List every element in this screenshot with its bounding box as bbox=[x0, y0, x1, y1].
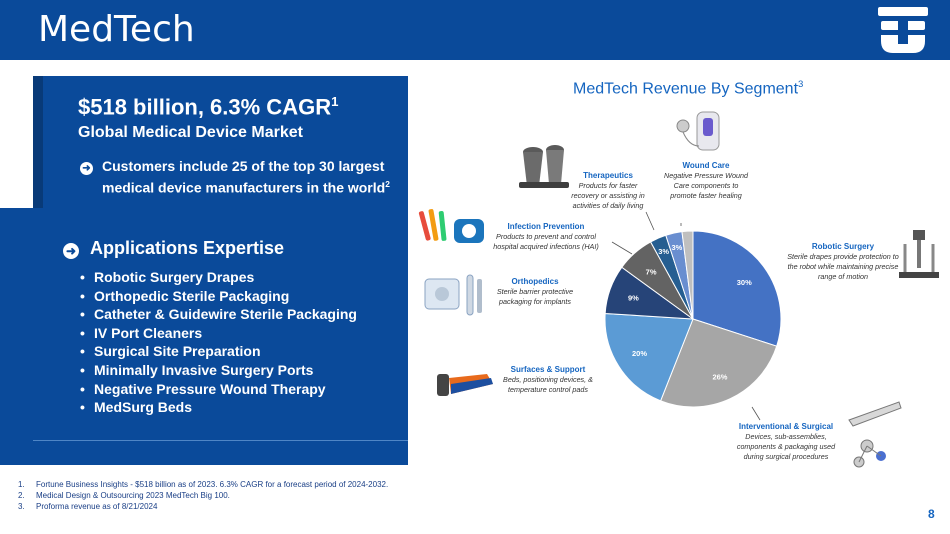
surgical-robot-image bbox=[899, 230, 939, 278]
pie-slice-interventional-surgical bbox=[659, 318, 778, 408]
page-number: 8 bbox=[928, 507, 935, 521]
list-item: • Orthopedic Sterile Packaging bbox=[80, 287, 290, 304]
pie-slice-label: 3% bbox=[658, 247, 669, 256]
callout-title: Interventional & Surgical bbox=[738, 422, 834, 431]
callout-interventional-surgical: Interventional & Surgical Devices, sub-a… bbox=[726, 421, 846, 462]
revenue-pie-chart: 30% 26% 20% 9% 7% 3%3% 2% bbox=[604, 226, 782, 408]
callout-surfaces-support: Surfaces & Support Beds, positioning dev… bbox=[494, 364, 602, 395]
pie-slice-robotic-surgery bbox=[692, 230, 782, 347]
callout-title: Therapeutics bbox=[583, 171, 633, 180]
callout-therapeutics: Therapeutics Products for faster recover… bbox=[570, 170, 646, 211]
list-item: • Robotic Surgery Drapes bbox=[80, 269, 255, 285]
infection-prevention-image bbox=[418, 209, 484, 243]
pie-slice-label: 3% bbox=[671, 243, 682, 252]
footnote: 3. Proforma revenue as of 8/21/2024 bbox=[18, 502, 158, 511]
orthopedic-packaging-image bbox=[424, 274, 482, 316]
market-panel bbox=[33, 76, 408, 208]
compression-sleeve-image bbox=[519, 145, 569, 188]
callout-desc: Products to prevent and control hospital… bbox=[493, 232, 599, 251]
callout-infection-prevention: Infection Prevention Products to prevent… bbox=[486, 221, 606, 252]
callout-title: Wound Care bbox=[682, 161, 730, 170]
list-item: • Surgical Site Preparation bbox=[80, 343, 261, 360]
footnote: 1. Fortune Business Insights - $518 billi… bbox=[18, 480, 389, 489]
chart-title: MedTech Revenue By Segment3 bbox=[573, 79, 804, 98]
pie-slice-other bbox=[681, 230, 694, 320]
list-item: • MedSurg Beds bbox=[80, 399, 193, 416]
callout-desc: Beds, positioning devices, & temperature… bbox=[503, 375, 593, 394]
applications-title: Applications Expertise bbox=[90, 238, 285, 258]
callout-title: Orthopedics bbox=[511, 277, 559, 286]
pie-slice-label: 9% bbox=[628, 294, 639, 303]
pie-slice-label: 2% bbox=[681, 226, 692, 227]
arrow-circle-icon: ➜ bbox=[80, 162, 93, 175]
callout-desc: Sterile drapes provide protection to the… bbox=[787, 252, 899, 281]
pie-slice-surfaces-support bbox=[604, 312, 694, 402]
callout-robotic-surgery: Robotic Surgery Sterile drapes provide p… bbox=[782, 241, 904, 282]
page-title: MedTech bbox=[38, 9, 195, 50]
arrow-circle-icon: ➜ bbox=[63, 243, 79, 259]
pie-slice-label: 7% bbox=[646, 267, 657, 276]
positioning-pad-image bbox=[437, 374, 493, 396]
divider bbox=[33, 440, 408, 441]
customers-text: Customers include 25 of the top 30 large… bbox=[102, 158, 390, 196]
callout-desc: Products for faster recovery or assistin… bbox=[571, 181, 645, 210]
callout-title: Infection Prevention bbox=[507, 222, 585, 231]
header-bar: MedTech bbox=[0, 0, 950, 60]
list-item: • Catheter & Guidewire Sterile Packaging bbox=[80, 306, 357, 323]
footnotes: 1. Fortune Business Insights - $518 billi… bbox=[18, 479, 388, 512]
pie-slice-label: 30% bbox=[737, 278, 752, 287]
applications-list: • Robotic Surgery Drapes • Orthopedic Ster… bbox=[80, 268, 357, 417]
callout-title: Surfaces & Support bbox=[510, 365, 586, 374]
market-headline: $518 billion, 6.3% CAGR1 bbox=[78, 94, 339, 120]
callout-title: Robotic Surgery bbox=[811, 242, 875, 251]
list-item: • Minimally Invasive Surgery Ports bbox=[80, 361, 314, 378]
market-subhead: Global Medical Device Market bbox=[78, 124, 303, 141]
list-item: • IV Port Cleaners bbox=[80, 324, 203, 341]
wound-care-device-image bbox=[676, 111, 720, 151]
callout-desc: Sterile barrier protective packaging for… bbox=[496, 287, 574, 306]
market-panel-edge bbox=[33, 76, 43, 208]
footnote: 2. Medical Design & Outsourcing 2023 MedT… bbox=[18, 491, 230, 500]
callout-wound-care: Wound Care Negative Pressure Wound Care … bbox=[660, 160, 752, 201]
callout-desc: Devices, sub-assemblies, components & pa… bbox=[736, 432, 836, 461]
pie-slice-label: 26% bbox=[712, 372, 727, 381]
pie-slice-label: 20% bbox=[632, 349, 647, 358]
callout-orthopedics: Orthopedics Sterile barrier protective p… bbox=[487, 276, 583, 307]
callout-desc: Negative Pressure Wound Care components … bbox=[664, 171, 748, 200]
interventional-devices-image bbox=[848, 401, 902, 468]
list-item: • Negative Pressure Wound Therapy bbox=[80, 380, 326, 397]
company-logo-icon bbox=[878, 7, 928, 53]
